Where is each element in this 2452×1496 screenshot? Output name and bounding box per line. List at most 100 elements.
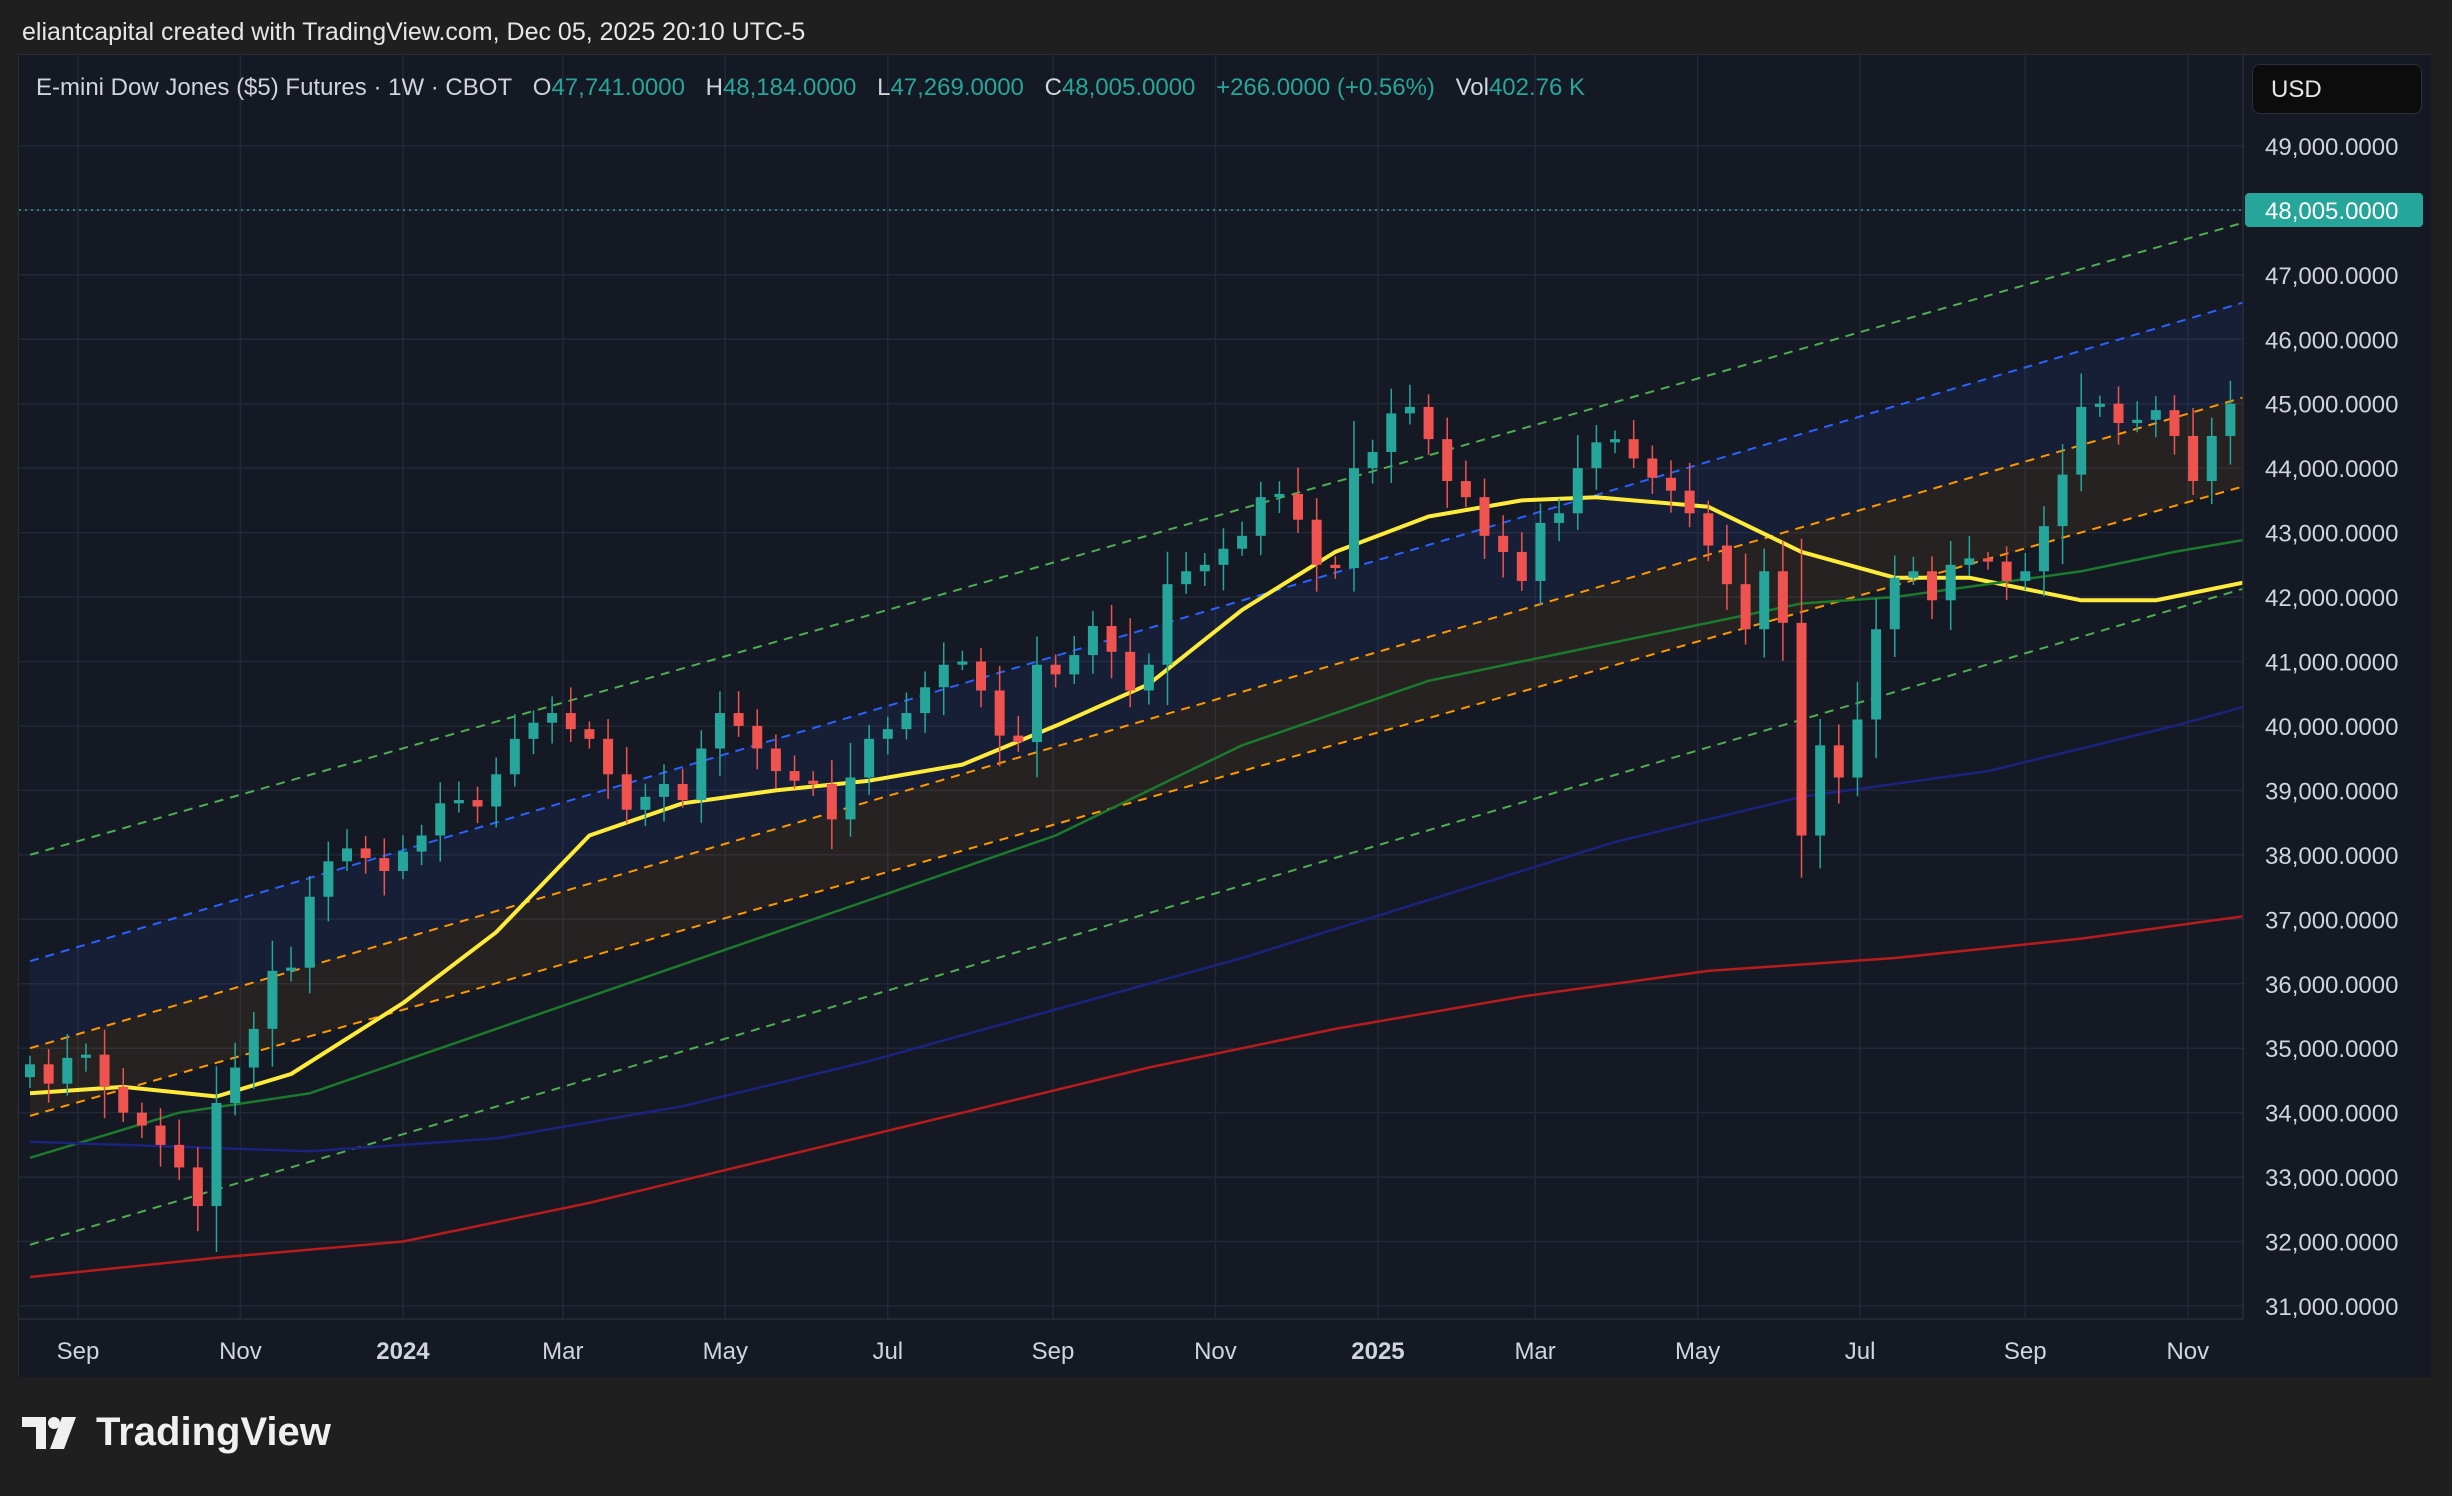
open-label: O — [532, 74, 552, 101]
price-tick-label: 42,000.0000 — [2265, 585, 2398, 612]
candle — [714, 691, 725, 776]
candle-body — [845, 777, 856, 820]
chart-panel[interactable]: 31,000.0000 32,000.0000 33,000.0000 34,000.… — [18, 54, 2431, 1377]
candle — [1199, 553, 1210, 587]
candle — [453, 781, 464, 813]
candle — [920, 671, 931, 733]
candle-body — [864, 738, 875, 778]
candle-body — [2020, 571, 2031, 581]
time-tick-label: 2024 — [376, 1338, 430, 1365]
candle-body — [1311, 519, 1322, 565]
candle-body — [1460, 481, 1471, 498]
candle — [1945, 540, 1956, 631]
candle — [826, 760, 837, 850]
candle-body — [1945, 564, 1956, 601]
candlestick-chart[interactable]: 31,000.0000 32,000.0000 33,000.0000 34,000.… — [19, 55, 2431, 1377]
candle — [1013, 715, 1024, 752]
candle — [1143, 653, 1154, 705]
moving-average-green — [29, 506, 2431, 1159]
candle-body — [472, 800, 483, 807]
candle — [1069, 636, 1080, 684]
candle — [1367, 439, 1378, 484]
time-tick-label: Nov — [2166, 1338, 2209, 1365]
candle — [1125, 618, 1136, 708]
open-value: 47,741.0000 — [551, 74, 685, 101]
candle — [1684, 462, 1695, 528]
candle-body — [1908, 571, 1919, 578]
candle — [1721, 524, 1732, 610]
price-tick-label: 39,000.0000 — [2265, 778, 2398, 805]
candle-body — [1106, 626, 1117, 652]
candle — [2188, 407, 2199, 496]
candle — [1554, 498, 1565, 542]
candle-body — [80, 1054, 91, 1058]
candle-body — [882, 729, 893, 739]
channel-fill — [30, 246, 2431, 1116]
price-tick-label: 40,000.0000 — [2265, 714, 2398, 741]
channel-line-upper — [29, 245, 2431, 963]
candle — [1610, 430, 1621, 454]
candle-body — [733, 713, 744, 726]
time-tick-label: Nov — [1194, 1338, 1237, 1365]
channel-lower-fill — [30, 342, 2431, 1116]
candle — [1759, 548, 1770, 658]
candle-body — [2057, 474, 2068, 527]
candle — [1087, 611, 1098, 674]
candle — [192, 1147, 203, 1232]
candle-body — [957, 661, 968, 665]
candle-body — [1871, 629, 1882, 720]
candle-body — [360, 848, 371, 859]
candle-body — [1237, 535, 1248, 549]
candle-body — [1927, 571, 1938, 601]
candle — [770, 734, 781, 789]
candle-body — [453, 800, 464, 804]
candle — [2169, 395, 2180, 455]
candle — [472, 786, 483, 824]
candle — [2150, 396, 2161, 438]
candle-body — [99, 1054, 110, 1087]
change-value: +266.0000 (+0.56%) — [1216, 74, 1435, 101]
candle — [1050, 654, 1061, 688]
candle — [1330, 556, 1341, 579]
candle — [1031, 636, 1042, 778]
time-axis-background — [19, 1319, 2431, 1377]
candle-body — [1143, 664, 1154, 691]
candle-body — [342, 848, 353, 862]
candle-body — [1479, 497, 1490, 536]
candle-body — [1181, 571, 1192, 585]
candle-body — [248, 1028, 259, 1068]
brand-name: TradingView — [96, 1410, 331, 1454]
currency-button[interactable]: USD — [2252, 64, 2422, 114]
low-value: 47,269.0000 — [890, 74, 1024, 101]
candle — [640, 783, 651, 827]
price-tick-label: 46,000.0000 — [2265, 327, 2398, 354]
candle — [1293, 467, 1304, 533]
high-value: 48,184.0000 — [722, 74, 857, 101]
candle-body — [1796, 622, 1807, 836]
candle — [136, 1102, 147, 1139]
candle — [1796, 538, 1807, 878]
candle — [1162, 551, 1173, 706]
candle — [621, 747, 632, 824]
candle-body — [1442, 439, 1453, 482]
candle-body — [2188, 435, 2199, 482]
candle-body — [2132, 419, 2143, 424]
candle-body — [938, 664, 949, 688]
candle — [267, 940, 278, 1067]
price-tick-label: 49,000.0000 — [2265, 134, 2398, 161]
candle-body — [547, 713, 558, 723]
candle — [2020, 553, 2031, 591]
candle-body — [155, 1125, 166, 1145]
candle-body — [25, 1064, 35, 1078]
candle — [1237, 521, 1248, 556]
candle-body — [976, 661, 987, 691]
candle — [379, 838, 390, 896]
candle — [1460, 460, 1471, 508]
candle-body — [2225, 403, 2236, 436]
tradingview-brand[interactable]: TradingView — [22, 1410, 331, 1455]
candle — [1647, 445, 1658, 495]
candle — [230, 1042, 241, 1116]
candle-body — [1274, 493, 1285, 498]
candle-body — [2038, 526, 2049, 572]
candle-body — [174, 1144, 185, 1168]
